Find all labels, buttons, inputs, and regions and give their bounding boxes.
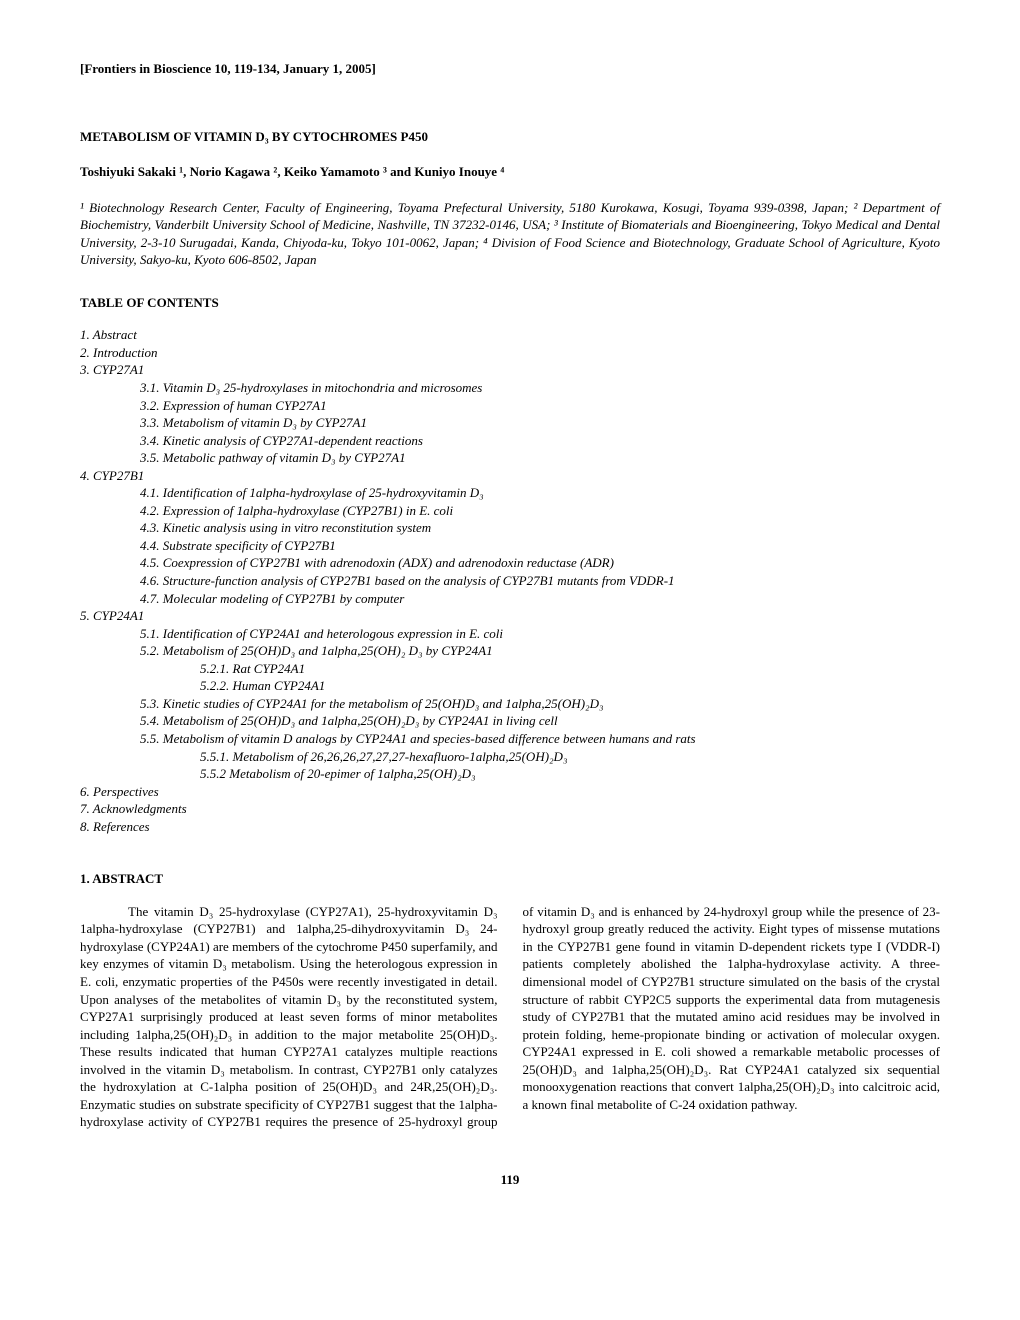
- toc-entry: 8. References: [80, 818, 940, 836]
- toc-entry: 5.4. Metabolism of 25(OH)D₃ and 1alpha,2…: [80, 712, 940, 730]
- toc-entry: 3.5. Metabolic pathway of vitamin D₃ by …: [80, 449, 940, 467]
- toc-entry: 4.7. Molecular modeling of CYP27B1 by co…: [80, 590, 940, 608]
- toc-entry: 4.2. Expression of 1alpha-hydroxylase (C…: [80, 502, 940, 520]
- toc-entry: 5.2.1. Rat CYP24A1: [80, 660, 940, 678]
- journal-header: [Frontiers in Bioscience 10, 119-134, Ja…: [80, 60, 940, 78]
- toc-entry: 4.1. Identification of 1alpha-hydroxylas…: [80, 484, 940, 502]
- toc-entry: 4.6. Structure-function analysis of CYP2…: [80, 572, 940, 590]
- toc-entry: 6. Perspectives: [80, 783, 940, 801]
- toc-entry: 5.2. Metabolism of 25(OH)D₃ and 1alpha,2…: [80, 642, 940, 660]
- abstract-header: 1. ABSTRACT: [80, 870, 940, 888]
- toc-header: TABLE OF CONTENTS: [80, 294, 940, 312]
- toc-entry: 3.2. Expression of human CYP27A1: [80, 397, 940, 415]
- toc-entry: 5.5. Metabolism of vitamin D analogs by …: [80, 730, 940, 748]
- toc-entry: 4.4. Substrate specificity of CYP27B1: [80, 537, 940, 555]
- affiliations: ¹ Biotechnology Research Center, Faculty…: [80, 199, 940, 269]
- abstract-text: The vitamin D₃ 25-hydroxylase (CYP27A1),…: [80, 903, 940, 1131]
- toc-entry: 1. Abstract: [80, 326, 940, 344]
- toc-entry: 3. CYP27A1: [80, 361, 940, 379]
- toc-entry: 3.4. Kinetic analysis of CYP27A1-depende…: [80, 432, 940, 450]
- toc-entry: 2. Introduction: [80, 344, 940, 362]
- toc-entry: 7. Acknowledgments: [80, 800, 940, 818]
- toc-entry: 4. CYP27B1: [80, 467, 940, 485]
- table-of-contents: 1. Abstract2. Introduction3. CYP27A13.1.…: [80, 326, 940, 835]
- article-title: METABOLISM OF VITAMIN D₃ BY CYTOCHROMES …: [80, 128, 940, 146]
- toc-entry: 5.5.1. Metabolism of 26,26,26,27,27,27-h…: [80, 748, 940, 766]
- abstract-body: The vitamin D₃ 25-hydroxylase (CYP27A1),…: [80, 903, 940, 1131]
- toc-entry: 5. CYP24A1: [80, 607, 940, 625]
- toc-entry: 3.3. Metabolism of vitamin D₃ by CYP27A1: [80, 414, 940, 432]
- toc-entry: 4.5. Coexpression of CYP27B1 with adreno…: [80, 554, 940, 572]
- toc-entry: 5.5.2 Metabolism of 20-epimer of 1alpha,…: [80, 765, 940, 783]
- toc-entry: 4.3. Kinetic analysis using in vitro rec…: [80, 519, 940, 537]
- authors-line: Toshiyuki Sakaki ¹, Norio Kagawa ², Keik…: [80, 163, 940, 181]
- toc-entry: 5.2.2. Human CYP24A1: [80, 677, 940, 695]
- page-number: 119: [80, 1171, 940, 1189]
- toc-entry: 5.3. Kinetic studies of CYP24A1 for the …: [80, 695, 940, 713]
- toc-entry: 5.1. Identification of CYP24A1 and heter…: [80, 625, 940, 643]
- toc-entry: 3.1. Vitamin D₃ 25-hydroxylases in mitoc…: [80, 379, 940, 397]
